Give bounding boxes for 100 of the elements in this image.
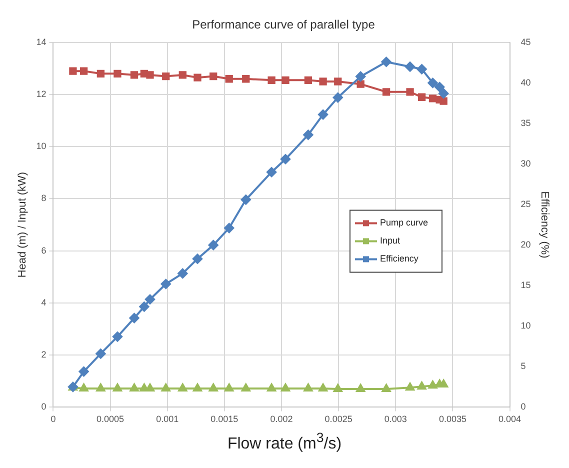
- point: [194, 74, 202, 82]
- point: [145, 294, 156, 304]
- point: [79, 383, 88, 392]
- point: [242, 75, 250, 83]
- point: [438, 88, 449, 98]
- point: [96, 348, 106, 359]
- point: [356, 80, 364, 88]
- point: [192, 254, 202, 264]
- point: [96, 70, 105, 78]
- point: [130, 383, 139, 392]
- x-tick-label: 0.0035: [438, 414, 466, 424]
- x-tick-label: 0.002: [270, 414, 293, 424]
- point: [178, 383, 188, 392]
- point: [280, 154, 290, 164]
- point: [333, 384, 342, 392]
- point: [282, 76, 290, 84]
- y2-tick-label: 15: [520, 280, 531, 290]
- point: [113, 383, 122, 392]
- point: [266, 167, 277, 178]
- point: [139, 302, 150, 312]
- y2-tick-label: 25: [520, 199, 531, 210]
- point: [405, 62, 416, 72]
- point: [428, 78, 438, 88]
- point: [356, 71, 366, 82]
- point: [304, 76, 312, 84]
- x-tick-label: 0.004: [498, 414, 522, 424]
- point: [417, 382, 426, 390]
- point: [130, 71, 138, 79]
- point: [381, 56, 392, 67]
- point: [281, 383, 290, 392]
- point: [161, 383, 170, 392]
- point: [303, 130, 314, 140]
- legend-label: Efficiency: [380, 254, 419, 264]
- point: [332, 92, 343, 103]
- point: [208, 383, 218, 392]
- y-tick-label: 8: [41, 193, 46, 204]
- point: [69, 67, 77, 75]
- point: [428, 380, 438, 389]
- point: [440, 97, 448, 105]
- y2-axis-title: Efficiency (%): [538, 191, 550, 258]
- point: [80, 67, 88, 75]
- y2-tick-label: 0: [520, 402, 526, 412]
- point: [382, 88, 390, 96]
- point: [428, 94, 437, 102]
- x-tick-label: 0.0015: [210, 414, 238, 424]
- legend-label: Input: [380, 236, 401, 246]
- point: [208, 240, 218, 250]
- y-axis-title: Head (m) / Input (kW): [16, 172, 29, 278]
- y-tick-label: 6: [41, 245, 46, 256]
- point: [241, 383, 250, 392]
- y-tick-label: 12: [36, 89, 46, 99]
- y2-tick-label: 45: [520, 36, 531, 47]
- x-tick-label: 0.003: [384, 414, 407, 424]
- y2-tick-label: 30: [520, 158, 531, 168]
- point: [210, 72, 218, 80]
- point: [319, 78, 327, 86]
- point: [406, 382, 414, 391]
- y2-tick-label: 5: [520, 361, 526, 372]
- y-tick-label: 4: [41, 297, 46, 308]
- point: [162, 72, 170, 80]
- point: [334, 78, 342, 86]
- point: [146, 71, 154, 79]
- point: [225, 75, 233, 83]
- point: [114, 70, 122, 78]
- point: [129, 313, 140, 324]
- y-tick-label: 2: [41, 350, 46, 360]
- legend-label: Pump curve: [380, 218, 428, 228]
- point: [178, 71, 186, 79]
- x-tick-label: 0.0025: [324, 414, 352, 424]
- chart-title: Performance curve of parallel type: [192, 18, 376, 32]
- point: [178, 268, 188, 278]
- y-tick-label: 14: [36, 36, 46, 47]
- point: [416, 64, 427, 74]
- point: [96, 383, 106, 392]
- point: [240, 194, 251, 205]
- point: [224, 383, 234, 392]
- y-tick-label: 10: [36, 141, 46, 152]
- point: [318, 383, 328, 392]
- point: [267, 383, 276, 392]
- point: [268, 76, 276, 84]
- point: [356, 384, 366, 392]
- y2-tick-label: 10: [520, 320, 531, 331]
- point: [418, 93, 426, 101]
- point: [78, 366, 89, 377]
- point: [382, 384, 391, 392]
- point: [112, 332, 122, 342]
- x-axis-title: Flow rate (m$^{3}$/s): [226, 430, 343, 454]
- point: [224, 223, 234, 234]
- point: [193, 383, 202, 392]
- y2-tick-label: 35: [520, 118, 531, 128]
- point: [406, 88, 414, 96]
- x-tick-label: 0.001: [156, 414, 179, 424]
- y-tick-label: 0: [41, 402, 46, 412]
- point: [304, 383, 313, 392]
- x-tick-label: 0.0005: [96, 414, 124, 424]
- x-tick-label: 0: [50, 414, 56, 424]
- point: [160, 278, 171, 289]
- point: [318, 110, 328, 120]
- point: [434, 82, 445, 92]
- y2-tick-label: 20: [520, 240, 531, 250]
